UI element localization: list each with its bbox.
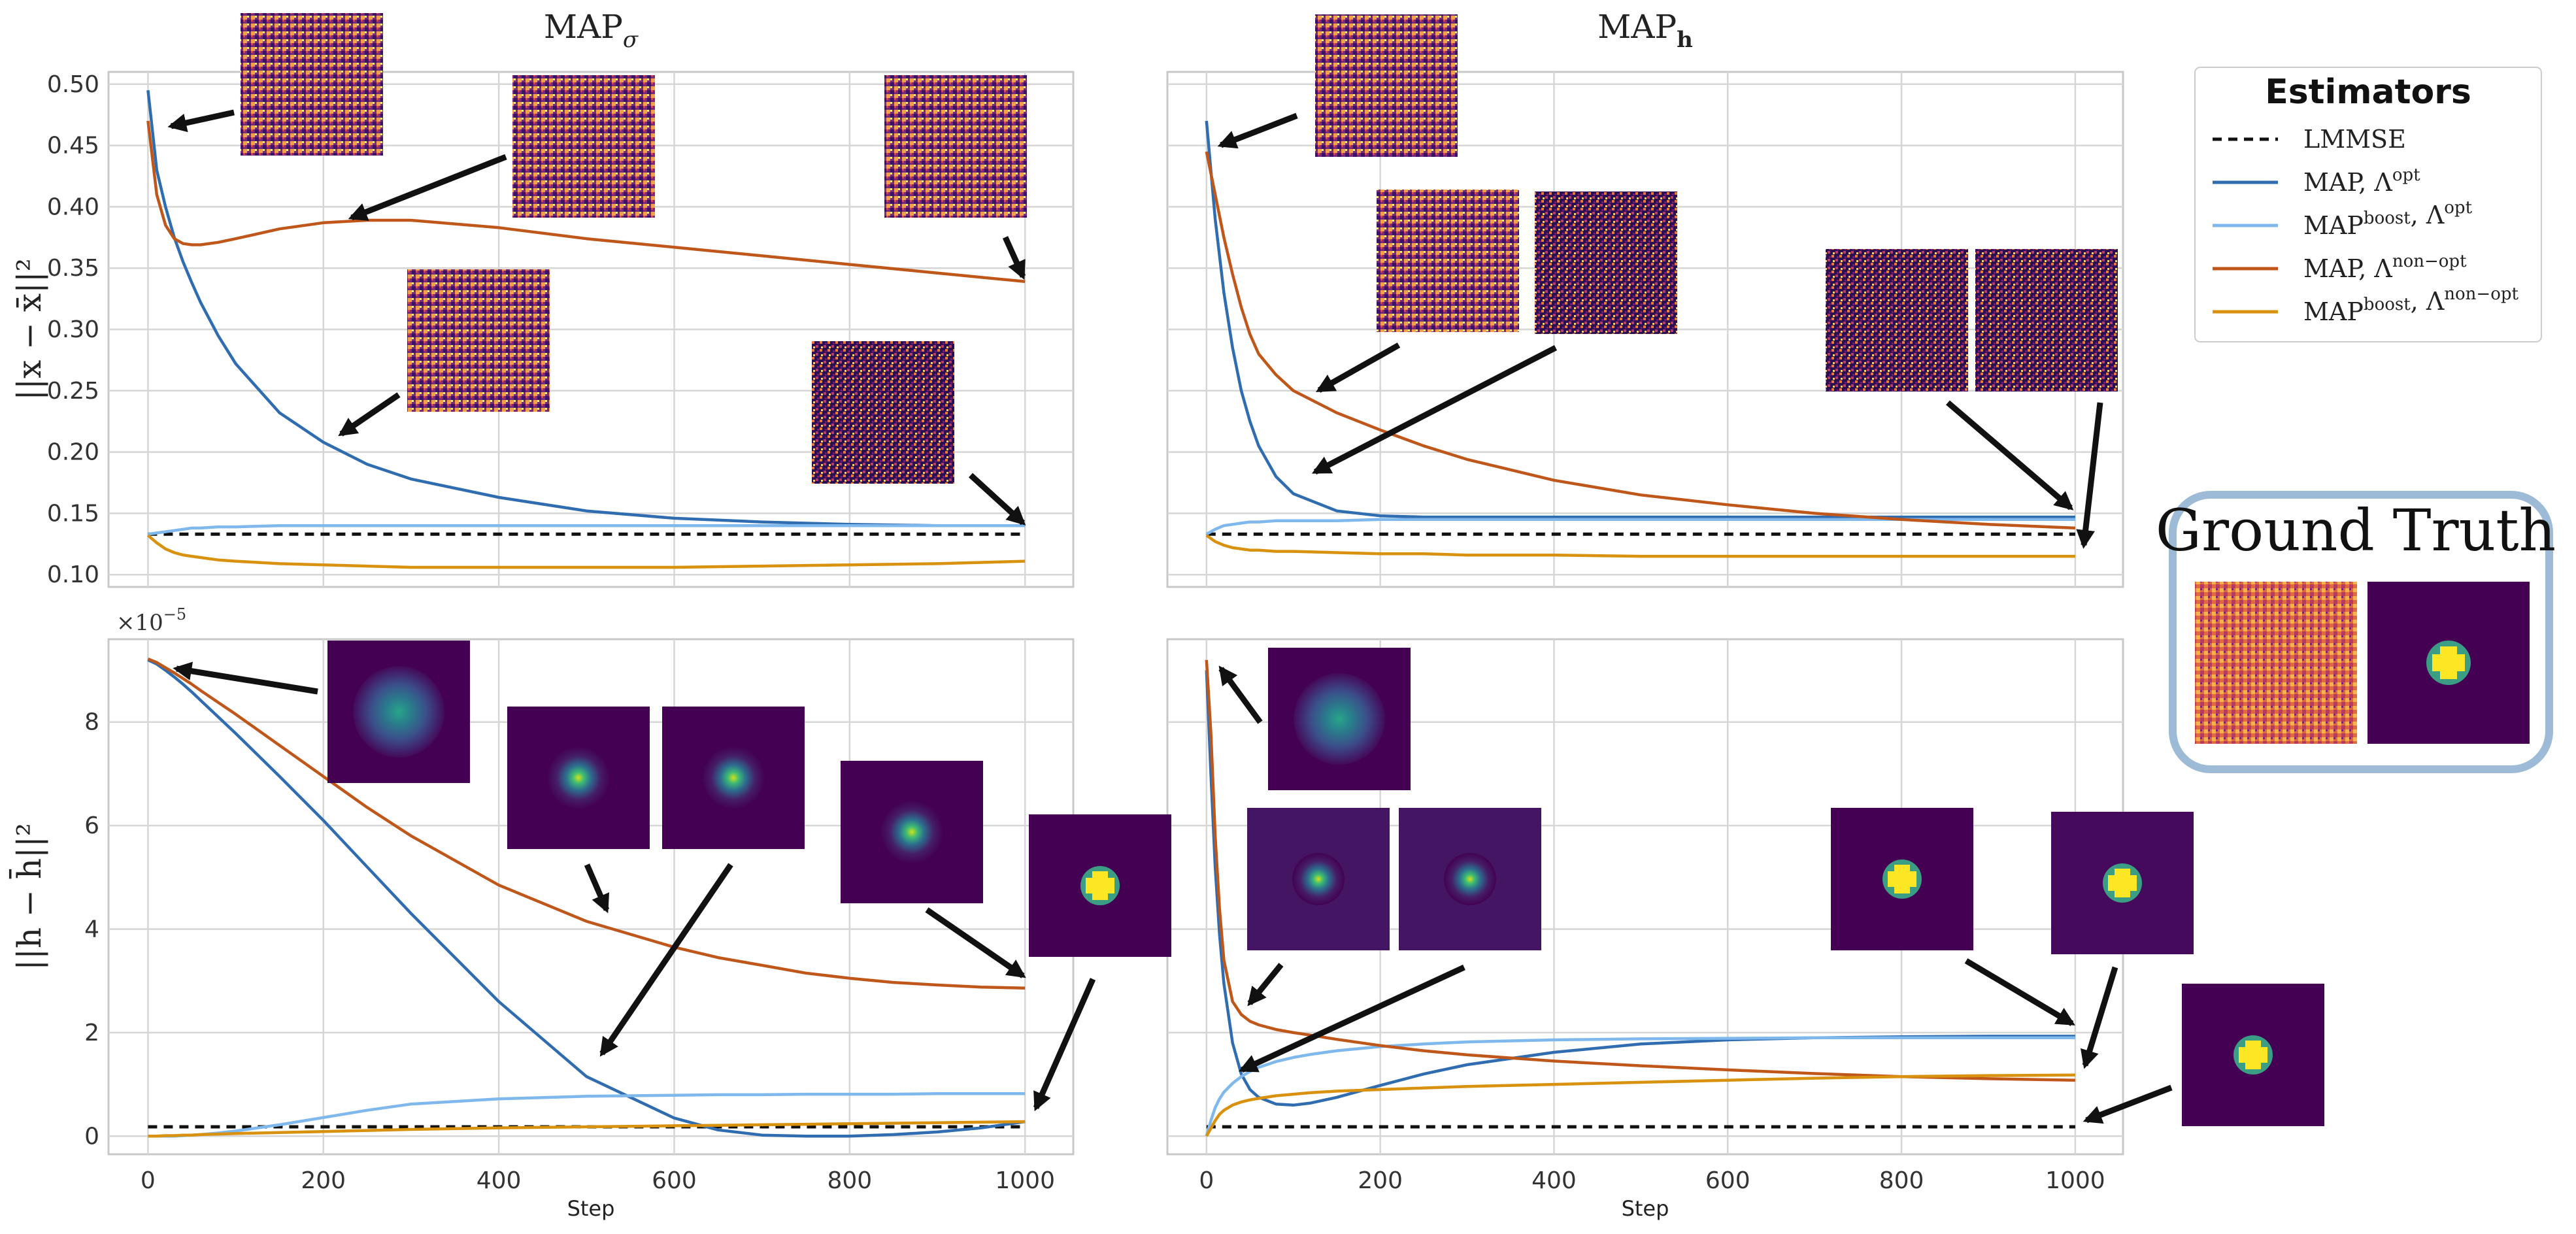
- series-line-map-opt: [146, 90, 1026, 527]
- annotation-arrow: [1218, 665, 1263, 724]
- annotation-arrow: [348, 154, 507, 221]
- x-tick-label: 1000: [995, 1167, 1055, 1194]
- annotation-arrow: [1002, 236, 1026, 280]
- y-tick-label: 0.50: [47, 71, 99, 98]
- annotation-arrow: [599, 863, 733, 1057]
- x-tick-label: 200: [301, 1167, 346, 1194]
- series-line-mapboost-non-opt: [146, 534, 1026, 569]
- x-axis-label: Step: [567, 1196, 615, 1221]
- y-tick-label: 0.10: [47, 561, 99, 588]
- inset-noise-image: [1826, 249, 1968, 392]
- inset-blur-kernel-image: [327, 641, 470, 783]
- x-tick-label: 1000: [2045, 1167, 2105, 1194]
- inset-noise-image: [512, 75, 655, 218]
- legend-title: Estimators: [2265, 73, 2471, 112]
- inset-noise-image: [812, 341, 954, 484]
- ground-truth-image: [2195, 582, 2357, 744]
- scale-multiplier: ×10−5: [116, 605, 186, 636]
- annotation-arrow: [2080, 966, 2118, 1069]
- inset-blur-kernel-image: [1399, 808, 1541, 950]
- inset-noise-image: [1315, 14, 1458, 157]
- series-line-map-non-opt: [146, 120, 1026, 284]
- annotation-arrow: [173, 661, 318, 695]
- annotation-arrow: [1033, 978, 1096, 1112]
- annotation-arrow: [1964, 958, 2075, 1026]
- series-line-mapboost-opt: [148, 524, 1026, 536]
- annotation-arrow: [2076, 402, 2103, 549]
- series-line-mapboost-non-opt: [1205, 534, 2075, 558]
- annotation-arrow: [1946, 400, 2074, 510]
- inset-noise-image: [241, 13, 383, 156]
- y-tick-label: 0.35: [47, 255, 99, 282]
- annotation-arrow: [1247, 963, 1284, 1007]
- ground-truth-panel: Ground Truth: [2156, 491, 2556, 773]
- inset-noise-image: [884, 75, 1027, 218]
- y-tick-label: 0.45: [47, 133, 99, 159]
- inset-noise-image: [407, 269, 550, 412]
- y-tick-label: 0.30: [47, 316, 99, 343]
- series-line-mapboost-non-opt: [148, 1120, 1026, 1138]
- annotation-arrow: [338, 392, 401, 437]
- series-line-map-opt: [1205, 120, 2075, 519]
- inset-blur-kernel-image: [1268, 648, 1411, 790]
- y-tick-label: 0: [84, 1123, 99, 1150]
- inset-noise-image: [1535, 192, 1677, 334]
- x-tick-label: 0: [1199, 1167, 1214, 1194]
- x-tick-label: 600: [652, 1167, 697, 1194]
- y-tick-label: 0.25: [47, 378, 99, 405]
- series-line-mapboost-opt: [1205, 518, 2075, 536]
- annotation-arrow: [1238, 964, 1465, 1073]
- annotation-arrow: [968, 473, 1026, 525]
- annotation-arrow: [1217, 112, 1298, 149]
- annotation-arrow: [1315, 342, 1401, 393]
- inset-blur-kernel-image: [841, 761, 983, 903]
- y-axis-label: ||x − x̄||²: [10, 258, 48, 401]
- annotation-arrow: [584, 863, 610, 914]
- chart-panel-bottom-left: 0 200 400 600 800 1000 0 2 4 6 8 ||h − h̄||² Step ×10…: [8, 605, 1075, 1221]
- x-tick-label: 800: [827, 1167, 872, 1194]
- x-tick-label: 400: [1531, 1167, 1577, 1194]
- y-axis-label: ||h − h̄||²: [8, 823, 48, 971]
- inset-blur-kernel-image: [2051, 812, 2194, 954]
- inset-blur-kernel-image: [1831, 808, 1973, 950]
- inset-blur-kernel-image: [1029, 814, 1171, 957]
- x-tick-label: 600: [1705, 1167, 1750, 1194]
- ground-truth-kernel: [2367, 582, 2530, 744]
- x-tick-label: 200: [1358, 1167, 1403, 1194]
- annotation-arrow: [925, 907, 1026, 978]
- y-tick-label: 4: [84, 916, 99, 942]
- inset-blur-kernel-image: [1247, 808, 1390, 950]
- y-tick-label: 0.15: [47, 500, 99, 527]
- annotation-arrow: [167, 109, 235, 133]
- inset-noise-image: [1377, 190, 1519, 332]
- y-tick-label: 0.20: [47, 439, 99, 466]
- y-tick-label: 0.40: [47, 193, 99, 220]
- panel-title: MAPh: [1597, 8, 1693, 53]
- annotation-arrow: [1311, 345, 1558, 475]
- series-line-map-opt: [147, 658, 1026, 1138]
- y-tick-label: 8: [84, 709, 99, 736]
- inset-blur-kernel-image: [2182, 984, 2324, 1126]
- legend-label: LMMSE: [2303, 125, 2406, 154]
- panel-title: MAPσ: [544, 8, 639, 53]
- x-tick-label: 400: [477, 1167, 522, 1194]
- inset-blur-kernel-image: [507, 707, 650, 849]
- x-tick-label: 800: [1879, 1167, 1924, 1194]
- ground-truth-title: Ground Truth: [2156, 497, 2556, 564]
- series-line-mapboost-non-opt: [1205, 1073, 2075, 1137]
- series-line-mapboost-opt: [1205, 1036, 2075, 1137]
- inset-noise-image: [1975, 249, 2118, 392]
- x-axis-label: Step: [1622, 1196, 1669, 1221]
- series-line-map-non-opt: [1205, 151, 2075, 530]
- y-tick-label: 6: [84, 812, 99, 839]
- inset-blur-kernel-image: [662, 707, 805, 849]
- annotation-arrow: [2083, 1084, 2173, 1124]
- x-tick-label: 0: [141, 1167, 156, 1194]
- y-tick-label: 2: [84, 1020, 99, 1046]
